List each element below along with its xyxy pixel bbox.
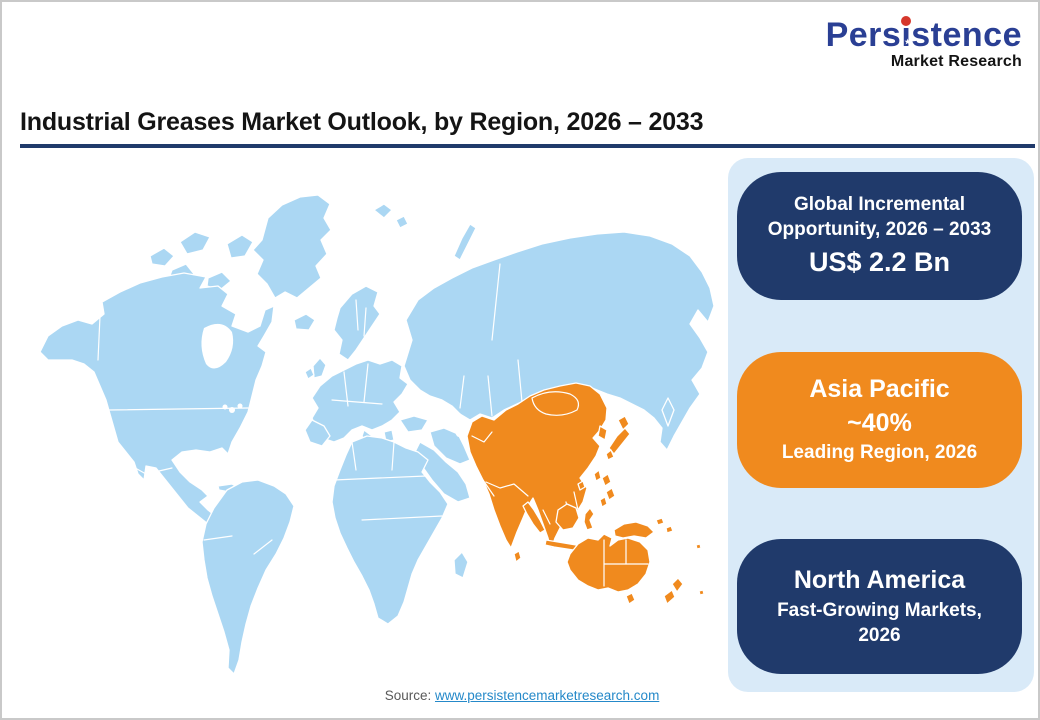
map-lakes [201,323,464,437]
card2-title: Asia Pacific [809,374,950,403]
source-label: Source: [384,688,432,703]
card3-line2: 2026 [858,625,901,647]
card2-subtitle: Leading Region, 2026 [781,442,978,464]
card-global-incremental-opportunity: Global Incremental Opportunity, 2026 – 2… [737,172,1022,300]
logo-dotless-i: ı [901,16,912,54]
star-icon: ★ [904,39,912,46]
world-map-svg [39,194,715,675]
card3-title: North America [793,565,966,594]
logo-subtitle: Market Research [890,53,1022,70]
logo-brand-text: Persı ★ stence [825,16,1022,54]
card3-line1: Fast-Growing Markets, [777,599,982,621]
stats-panel: Global Incremental Opportunity, 2026 – 2… [728,158,1034,692]
card1-value: US$ 2.2 Bn [808,247,951,278]
card1-line1: Global Incremental [793,193,966,215]
source-line: Source: www.persistencemarketresearch.co… [2,688,1038,703]
map-region-rest-of-world [39,194,715,675]
page-title: Industrial Greases Market Outlook, by Re… [20,108,704,136]
card-north-america: North America Fast-Growing Markets, 2026 [737,539,1022,674]
map-region-asia-pacific [466,382,705,605]
logo-star-dot-icon: ★ [901,16,912,46]
card2-value: ~40% [847,408,912,437]
pmr-logo: Persı ★ stence Market Research [825,16,1022,71]
source-link[interactable]: www.persistencemarketresearch.com [434,688,660,703]
logo-i: ı ★ [901,16,912,54]
logo-brand-suffix: stence [911,16,1022,54]
world-map [22,180,722,695]
card-asia-pacific: Asia Pacific ~40% Leading Region, 2026 [737,351,1022,488]
card1-line2: Opportunity, 2026 – 2033 [767,219,992,241]
title-underline [20,144,1035,148]
logo-brand-prefix: Pers [825,16,902,54]
